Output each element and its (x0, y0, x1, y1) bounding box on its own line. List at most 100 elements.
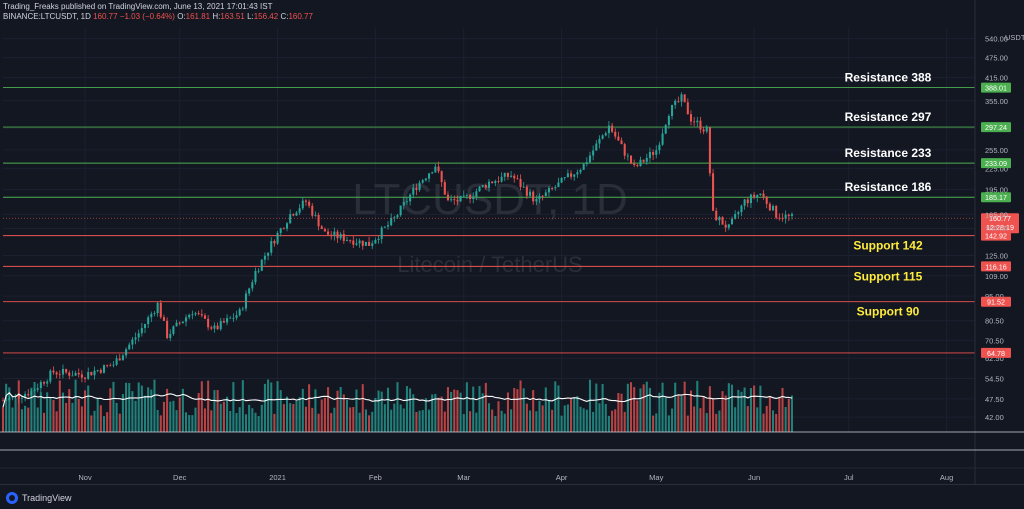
candle-body (345, 240, 349, 241)
volume-bar (270, 382, 273, 432)
volume-bar (478, 386, 481, 432)
volume-bar (311, 407, 314, 432)
candle-body (563, 177, 566, 179)
x-tick-label: Jun (748, 473, 760, 482)
candle-body (516, 178, 519, 180)
volume-bar (775, 413, 778, 432)
candle-body (27, 394, 30, 396)
candle-body (371, 243, 374, 246)
candle-body (241, 308, 244, 310)
candle-body (238, 309, 241, 316)
candle-body (77, 372, 80, 375)
candle-body (412, 187, 415, 195)
candle-body (762, 193, 765, 197)
candle-body (58, 374, 61, 376)
volume-bar (623, 411, 626, 432)
candle-body (84, 377, 87, 379)
candle-body (715, 210, 718, 221)
volume-bar (390, 409, 393, 432)
volume-bar (320, 399, 323, 432)
resistance-annotation: Resistance 297 (845, 110, 932, 124)
candle-body (185, 317, 188, 322)
candle-body (424, 178, 427, 181)
volume-bar (33, 382, 36, 432)
volume-bar (74, 379, 77, 432)
volume-bar (87, 385, 90, 432)
volume-bar (273, 413, 276, 432)
candle-body (595, 143, 598, 151)
candle-body (188, 314, 191, 318)
candle-body (481, 185, 484, 187)
y-tick-label: 42.00 (985, 413, 1004, 422)
candle-body (601, 135, 604, 139)
candle-body (257, 270, 260, 272)
volume-bar (27, 407, 30, 432)
candle-body (109, 365, 112, 367)
volume-bar (551, 409, 554, 432)
candle-body (708, 127, 711, 174)
candle-body (781, 217, 784, 219)
volume-bar (295, 400, 298, 432)
candle-body (772, 206, 775, 211)
candle-body (450, 199, 453, 201)
volume-bar (17, 380, 20, 432)
candle-body (282, 228, 285, 230)
publish-info: Trading_Freaks published on TradingView.… (3, 2, 273, 11)
volume-bar (58, 380, 61, 432)
candle-body (386, 225, 390, 227)
candle-body (645, 157, 648, 162)
candle-body (626, 155, 629, 157)
support-price-box (981, 261, 1011, 272)
volume-bar (503, 413, 506, 432)
volume-bar (639, 388, 642, 432)
volume-bar (519, 380, 522, 432)
volume-bar (386, 387, 390, 432)
volume-bar (497, 401, 500, 432)
volume-bar (472, 386, 475, 432)
volume-bar (734, 407, 737, 432)
volume-bar (494, 416, 497, 432)
volume-bar (301, 388, 304, 432)
volume-bar (342, 394, 345, 432)
tradingview-logo[interactable]: TradingView (6, 492, 72, 504)
price-chart[interactable]: LTCUSDT, 1D Litecoin / TetherUS Resistan… (0, 0, 1024, 484)
price-axis[interactable]: 540.00475.00415.00355.00295.00255.00225.… (974, 0, 1024, 484)
candle-body (598, 138, 601, 144)
candle-body (623, 144, 626, 156)
y-tick-label: 165.00 (985, 210, 1008, 219)
candle-body (112, 364, 115, 366)
volume-bar (412, 394, 415, 432)
candle-body (115, 358, 118, 365)
volume-bar (109, 388, 112, 432)
close-label: C: (280, 12, 289, 21)
volume-bar (424, 398, 427, 432)
candle-body (658, 144, 661, 151)
candle-body (352, 240, 355, 245)
volume-bar (535, 411, 538, 432)
volume-bar (355, 389, 358, 432)
candle-body (80, 374, 83, 378)
volume-bar (765, 405, 768, 432)
support-price-label: 91.52 (987, 298, 1005, 307)
candle-body (541, 195, 544, 197)
volume-bar (607, 415, 610, 432)
volume-bar (52, 399, 55, 432)
candle-body (484, 185, 487, 188)
candle-body (20, 397, 23, 399)
candle-body (446, 194, 449, 201)
volume-bar (652, 415, 655, 432)
volume-bar (500, 410, 503, 432)
candle-body (320, 226, 323, 230)
candle-body (689, 114, 692, 122)
volume-bar (525, 403, 528, 432)
volume-bar (626, 383, 629, 432)
time-axis[interactable]: Nov Dec 2021 Feb Mar Apr May Jun Jul Aug (0, 431, 1024, 482)
volume-bar (456, 390, 459, 432)
candle-body (702, 129, 705, 132)
last-price-box (981, 213, 1019, 234)
volume-bar (674, 382, 677, 432)
volume-bar (544, 387, 547, 432)
volume-bar (532, 390, 535, 432)
volume-bar (150, 389, 153, 432)
candle-body (181, 321, 184, 324)
